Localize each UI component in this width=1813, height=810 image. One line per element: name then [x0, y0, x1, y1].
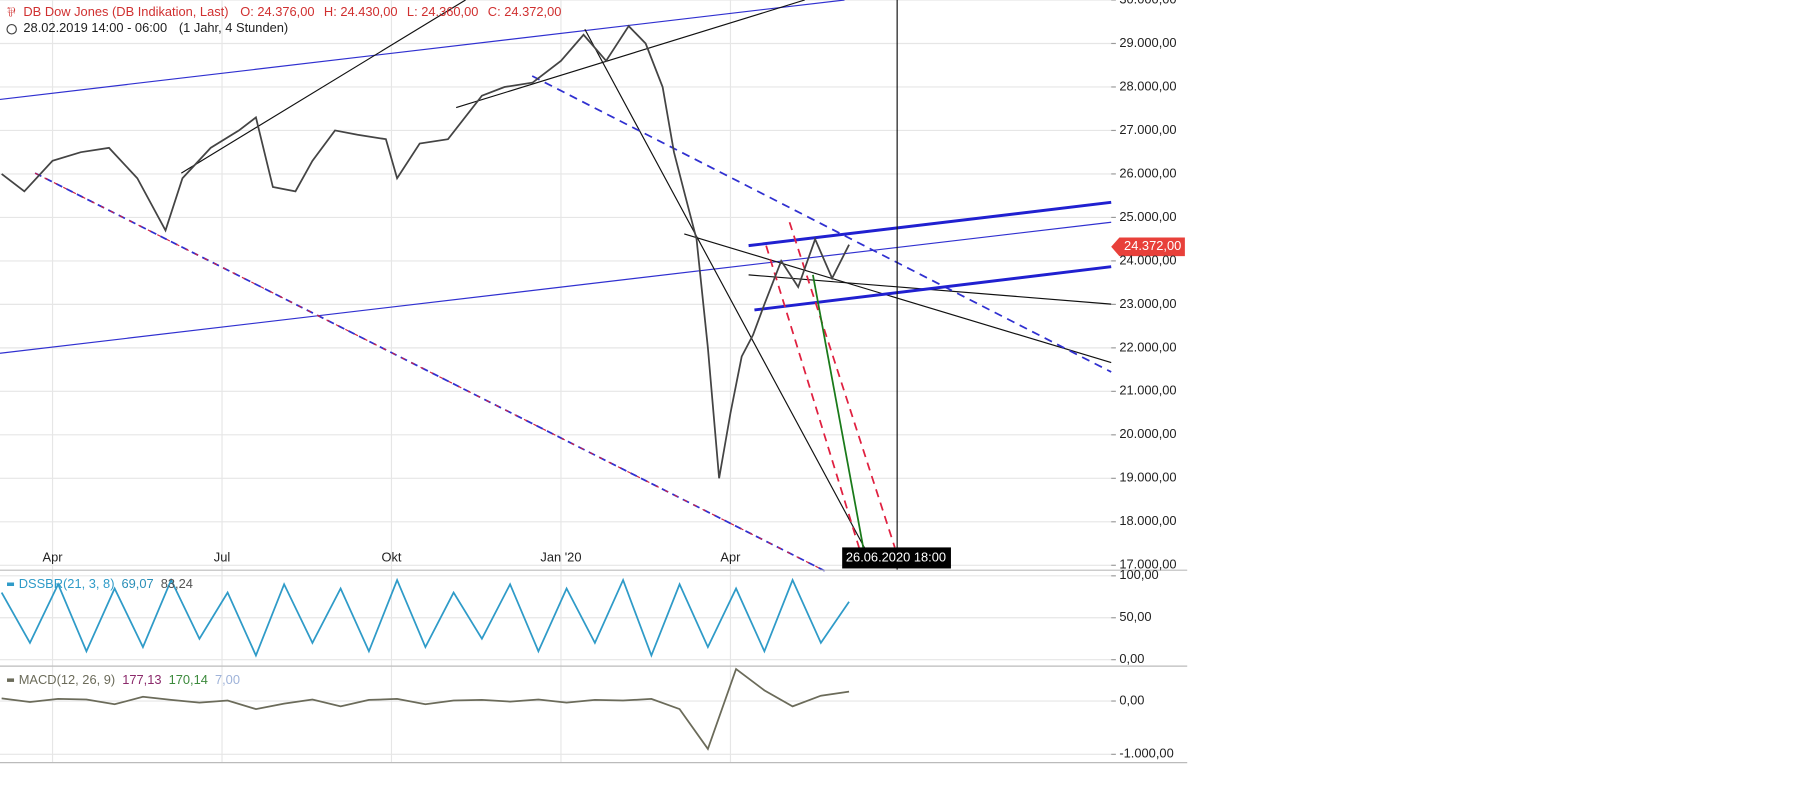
- price-line: [1, 667, 850, 751]
- y-tick-label: 100,00: [1119, 567, 1158, 582]
- y-tick-label: 25.000,00: [1119, 209, 1176, 224]
- y-tick-label: 18.000,00: [1119, 513, 1176, 528]
- y-tick-label: 29.000,00: [1119, 35, 1176, 50]
- open: O: 24.376,00: [240, 4, 314, 19]
- y-tick-label: 27.000,00: [1119, 122, 1176, 137]
- high: H: 24.430,00: [324, 4, 398, 19]
- legend-swatch: [7, 582, 15, 587]
- close: C: 24.372,00: [488, 4, 562, 19]
- crosshair-label: 26.06.2020 18:00: [846, 549, 946, 564]
- header-title: DB Dow Jones (DB Indikation, Last) O: 24.…: [23, 4, 561, 19]
- y-tick-label: 0,00: [1119, 651, 1144, 666]
- trend-line: [0, 221, 1112, 354]
- title: DB Dow Jones (DB Indikation, Last): [23, 4, 228, 19]
- trend-line: [34, 172, 826, 572]
- trend-line: [748, 200, 1112, 248]
- series-layer: [0, 24, 850, 751]
- price-line: [1, 24, 850, 479]
- trend-line: [180, 0, 466, 174]
- legend-name: MACD(12, 26, 9): [19, 672, 115, 687]
- y-tick-label: 0,00: [1119, 692, 1144, 707]
- trend-line: [456, 0, 805, 109]
- y-tick-label: 26.000,00: [1119, 165, 1176, 180]
- trend-line: [0, 0, 845, 101]
- crosshair-label-box: [842, 547, 951, 569]
- y-tick-label: 22.000,00: [1119, 339, 1176, 354]
- legend: MACD(12, 26, 9) 177,13 170,14 7,00: [19, 672, 240, 687]
- header-period: 28.02.2019 14:00 - 06:00 (1 Jahr, 4 Stund…: [23, 21, 288, 36]
- y-tick-label: 28.000,00: [1119, 78, 1176, 93]
- chart-area: [0, 0, 1187, 763]
- legend-value: 7,00: [215, 672, 240, 687]
- legend: DSSBR(21, 3, 8) 69,07 83,24: [19, 576, 193, 591]
- x-tick-label: Okt: [381, 549, 401, 564]
- drawings: [0, 0, 1112, 572]
- period: 28.02.2019 14:00 - 06:00: [23, 21, 167, 36]
- x-tick-label: Jul: [214, 549, 230, 564]
- y-tick-label: 20.000,00: [1119, 426, 1176, 441]
- x-tick-label: Apr: [43, 549, 64, 564]
- trend-line: [812, 274, 865, 548]
- legend-value: 69,07: [122, 576, 154, 591]
- trend-line: [531, 75, 1112, 373]
- clock-icon: [6, 23, 17, 35]
- y-tick-label: -1.000,00: [1119, 746, 1173, 761]
- legend-swatch: [7, 678, 15, 682]
- y-tick-label: 24.000,00: [1119, 252, 1176, 267]
- trend-line: [754, 265, 1112, 312]
- trend-line: [584, 28, 867, 551]
- x-tick-label: Apr: [720, 549, 741, 564]
- legend-value: 83,24: [161, 576, 193, 591]
- y-tick-label: 50,00: [1119, 609, 1151, 624]
- header-icon: ⅌: [7, 4, 16, 19]
- legend-name: DSSBR(21, 3, 8): [19, 576, 115, 591]
- y-tick-label: 30.000,00: [1119, 0, 1176, 6]
- low: L: 24.360,00: [407, 4, 479, 19]
- price-tag-box: [1111, 237, 1185, 257]
- y-tick-label: 17.000,00: [1119, 557, 1176, 572]
- y-tick-label: 23.000,00: [1119, 296, 1176, 311]
- trend-line: [765, 245, 861, 551]
- grid: [0, 0, 1116, 763]
- range: (1 Jahr, 4 Stunden): [179, 21, 288, 36]
- price-tag: 24.372,00: [1124, 238, 1181, 253]
- price-line: [0, 577, 850, 658]
- y-tick-label: 21.000,00: [1119, 383, 1176, 398]
- x-tick-label: Jan '20: [540, 549, 581, 564]
- trend-line: [788, 221, 896, 548]
- legend-value: 170,14: [169, 672, 208, 687]
- legend-value: 177,13: [122, 672, 161, 687]
- y-tick-label: 19.000,00: [1119, 470, 1176, 485]
